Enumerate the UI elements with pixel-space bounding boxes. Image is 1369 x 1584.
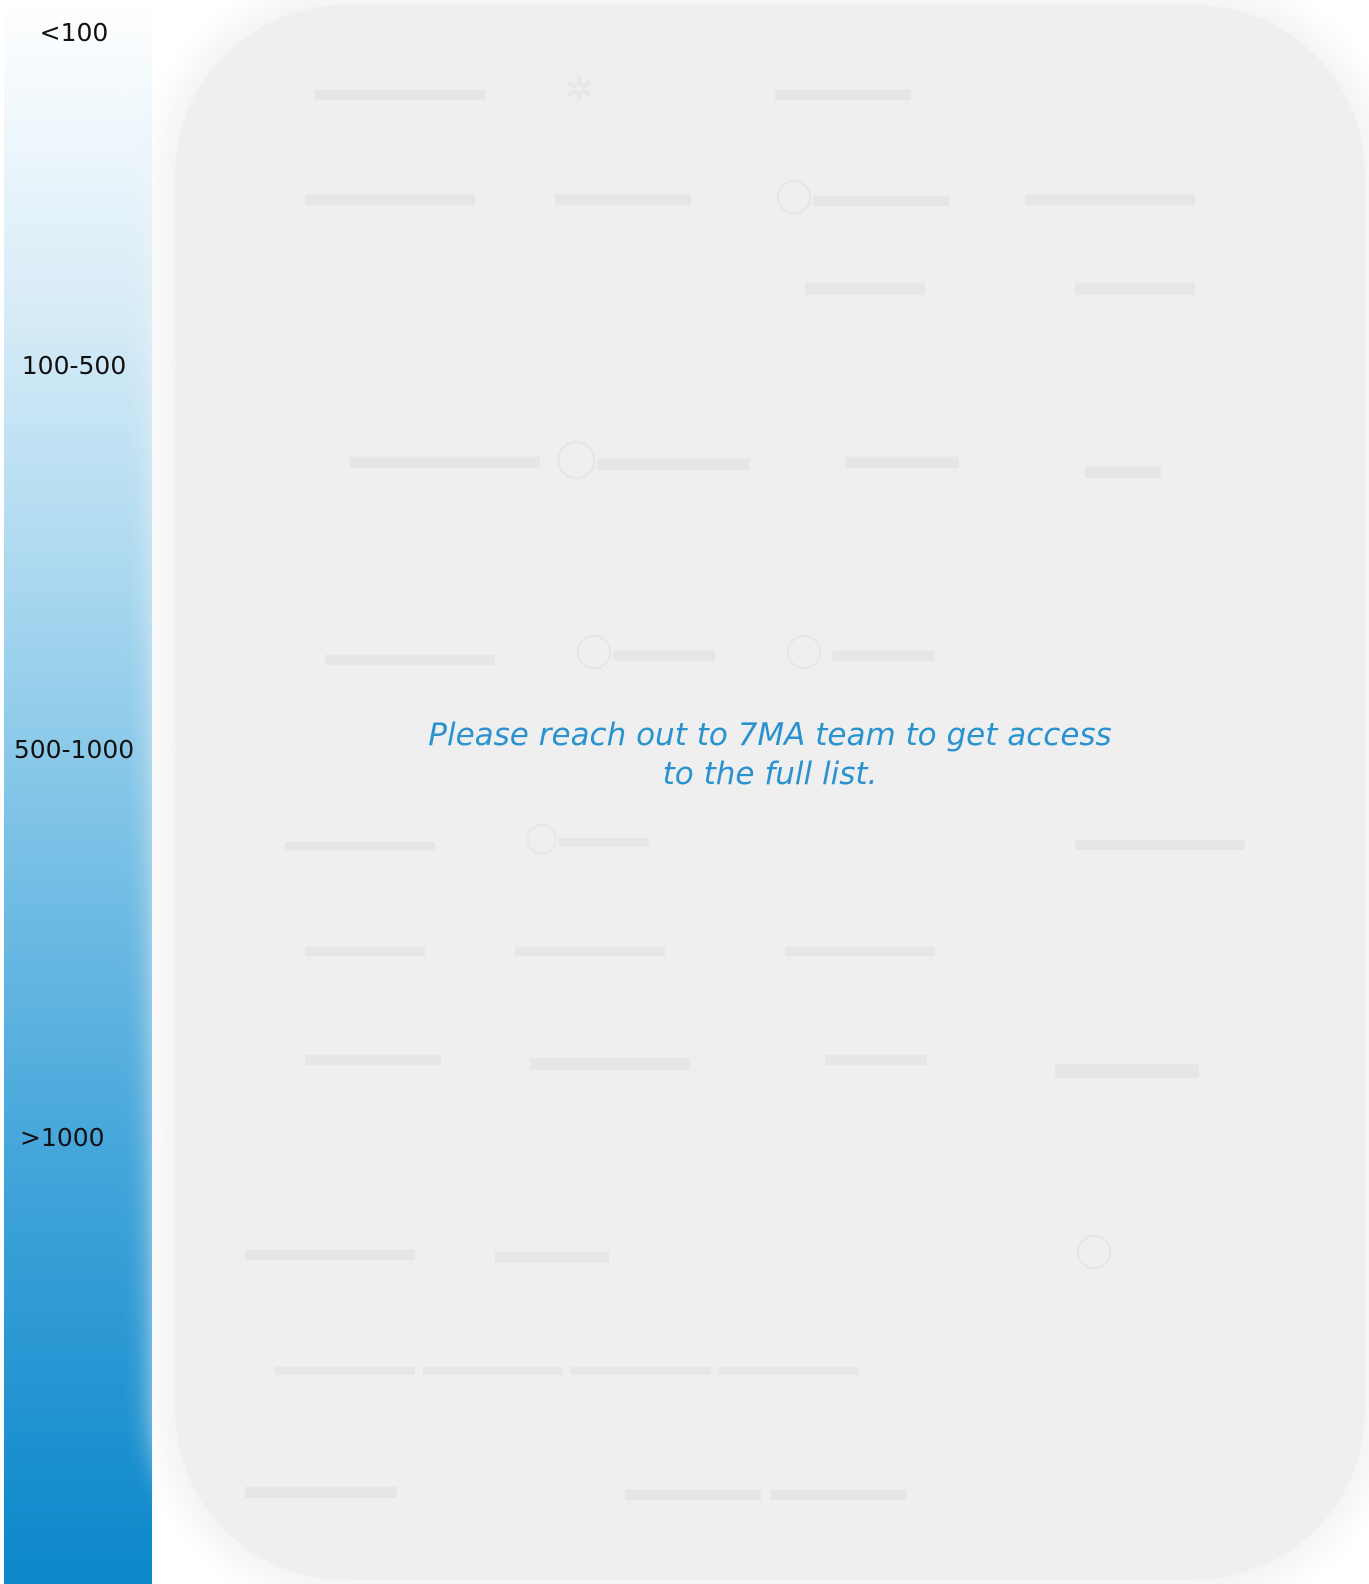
message-line-2: to the full list. [662,756,878,792]
blurred-logo: ▬▬▬▬▬ [285,825,435,858]
blurred-logo: ▬▬▬ [1055,1036,1199,1089]
blurred-logo: ▬▬▬▬▬ [305,175,475,213]
blurred-logo: ▬▬▬ [1075,260,1195,304]
access-request-message: Please reach out to 7MA team to get acce… [400,716,1140,794]
scale-label-over-1000: >1000 [20,1123,105,1152]
blurred-logo: ◯▬▬▬ [575,631,716,669]
blurred-logo: ▬▬▬ [845,435,959,477]
blurred-logo: ▬▬▬▬▬ [315,70,485,108]
blurred-logo: ▬▬▬▬▬ [245,1230,415,1268]
blurred-logo: ▬▬▬▬▬ [350,435,540,477]
scale-tick [164,1135,184,1137]
blurred-logo: ◯▬▬▬ [525,821,649,854]
blurred-logo: ▬▬▬▬▬ ▬▬▬▬▬ ▬▬▬▬▬ ▬▬▬▬▬ [275,1350,859,1381]
scale-label-under-100: <100 [39,18,109,47]
blurred-logo: ◯▬▬▬▬ [775,176,950,214]
blurred-logo: ▬▬▬▬ [305,1035,441,1073]
blurred-logo: ▬▬ [1085,445,1161,487]
blurred-logo: ▬▬▬▬ [530,1035,690,1079]
blurred-logo: ◯ ▬▬▬ [785,631,935,669]
blurred-logo: ▬▬▬ [825,1035,927,1073]
blurred-logo: ▬▬▬▬▬ [515,930,665,963]
scale-label-100-500: 100-500 [21,351,127,380]
blurred-logo-panel: ▬▬▬▬▬ ✲ ▬▬▬▬ ▬▬▬▬▬ ▬▬▬▬ ◯▬▬▬▬ ▬▬▬▬▬ ▬▬▬ … [175,5,1365,1580]
blurred-logo: ◯ [1075,1231,1114,1269]
color-scale-bar [4,0,152,1584]
scale-label-500-1000: 500-1000 [13,735,135,764]
blurred-logo: ▬▬▬▬▬ [785,930,935,963]
blurred-logo: ▬▬▬▬▬ [1025,175,1195,213]
blurred-logo: ▬▬▬ [805,260,925,304]
message-line-1: Please reach out to 7MA team to get acce… [428,717,1112,753]
blurred-logo: ▬▬▬▬ [555,175,691,213]
blurred-logo: ✲ [565,71,594,109]
blurred-logo: ▬▬▬▬ [245,1465,397,1507]
blurred-logo: ▬▬▬▬▬ [325,635,495,673]
blurred-logo: ▬▬▬▬▬ [1075,820,1245,858]
blurred-logo: ▬▬▬ [495,1230,609,1272]
blurred-logo: ▬▬▬▬ ▬▬▬▬ [625,1470,907,1508]
blurred-logo: ▬▬▬▬ [775,70,911,108]
blurred-logo: ◯▬▬▬▬ [555,437,750,479]
blurred-logo: ▬▬▬▬ [305,930,425,963]
